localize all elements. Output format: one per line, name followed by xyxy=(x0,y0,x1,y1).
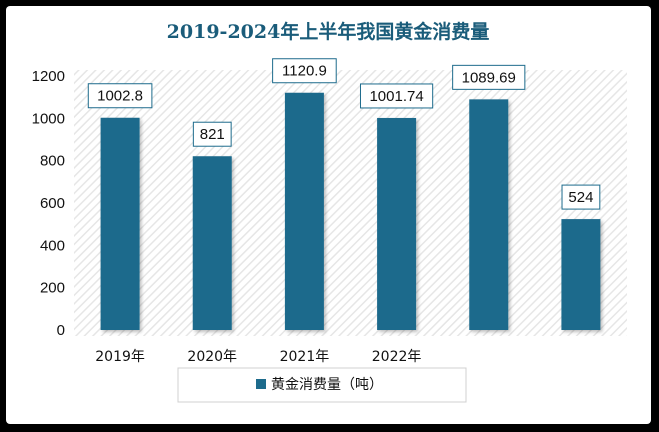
data-label-box xyxy=(192,121,232,147)
y-tick-label: 1200 xyxy=(32,68,65,85)
bar xyxy=(100,117,140,331)
data-label: 1089.69 xyxy=(462,69,516,86)
data-label-box xyxy=(272,58,337,84)
x-tick-label: 2019年 xyxy=(95,349,145,365)
y-tick-label: 200 xyxy=(40,280,65,297)
plot-area xyxy=(74,70,627,336)
y-tick-label: 0 xyxy=(57,322,65,339)
x-tick-label: 2020年 xyxy=(187,349,237,365)
data-label: 1001.74 xyxy=(369,88,423,105)
x-tick-label: 2022年 xyxy=(372,349,422,365)
legend-swatch xyxy=(256,379,266,389)
data-label-box xyxy=(359,83,434,109)
data-label-box xyxy=(561,184,601,210)
data-label: 1120.9 xyxy=(282,63,327,80)
bars: 1002.8 821 1120.9 1001.74 1089.69 524 xyxy=(87,58,601,331)
bar xyxy=(377,117,417,331)
bar xyxy=(469,99,509,330)
bar xyxy=(561,219,601,330)
legend-box xyxy=(177,367,467,403)
data-label: 821 xyxy=(200,126,225,143)
data-label-box xyxy=(452,64,526,90)
legend-label: 黄金消费量（吨） xyxy=(271,376,383,393)
bar xyxy=(284,92,324,331)
y-tick-label: 1000 xyxy=(32,110,65,127)
bar-chart: 2019-2024年上半年我国黄金消费量 0 200 400 600 800 1000 12… xyxy=(32,20,627,403)
legend: 黄金消费量（吨） xyxy=(177,367,467,403)
x-axis: 2019年 2020年 2021年 2022年 xyxy=(95,349,421,365)
bar xyxy=(192,156,232,330)
y-tick-label: 400 xyxy=(40,237,65,254)
y-tick-label: 800 xyxy=(40,153,65,170)
chart-title: 2019-2024年上半年我国黄金消费量 xyxy=(167,20,490,43)
data-label: 524 xyxy=(568,189,593,206)
data-label: 1002.8 xyxy=(97,88,143,105)
chart-canvas: 2019-2024年上半年我国黄金消费量 0 200 400 600 800 1000 12… xyxy=(6,6,651,424)
x-tick-label: 2021年 xyxy=(280,349,330,365)
y-tick-label: 600 xyxy=(40,195,65,212)
data-label-box xyxy=(87,83,153,109)
y-axis: 0 200 400 600 800 1000 1200 xyxy=(32,68,65,339)
